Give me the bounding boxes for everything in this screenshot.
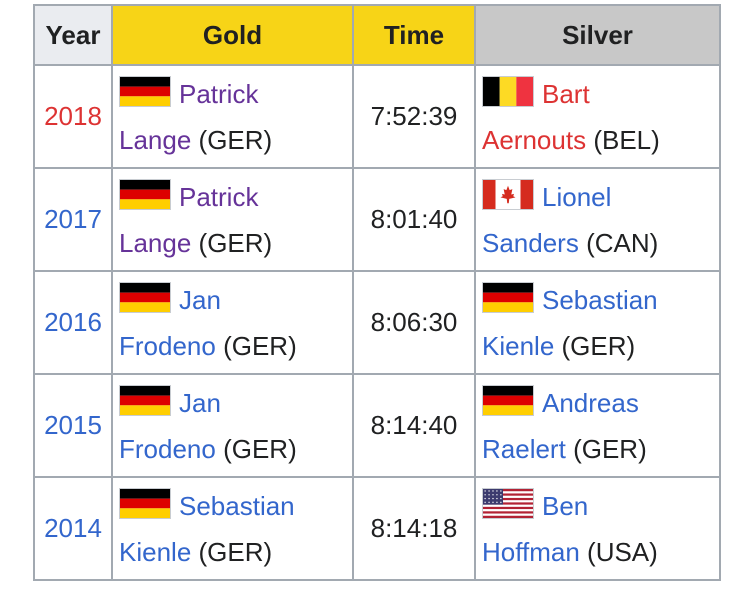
- flag-germany-icon: [119, 75, 171, 107]
- silver-cell: Ben Hoffman (USA): [474, 476, 721, 581]
- silver-nationality: (CAN): [586, 227, 659, 258]
- finish-time: 7:52:39: [370, 101, 458, 131]
- header-gold[interactable]: Gold: [111, 4, 354, 66]
- gold-cell: Patrick Lange (GER): [111, 167, 354, 272]
- year-cell: 2014: [33, 476, 113, 581]
- header-row: Year Gold Time Silver: [33, 4, 721, 66]
- flag-germany-icon: [119, 281, 171, 313]
- silver-athlete-first-name-link[interactable]: Bart: [542, 78, 590, 109]
- gold-cell: Patrick Lange (GER): [111, 64, 354, 169]
- year-link[interactable]: 2018: [44, 101, 102, 131]
- flag-germany-icon: [482, 384, 534, 416]
- silver-athlete-first-name-link[interactable]: Sebastian: [542, 284, 658, 315]
- silver-athlete-last-name-link[interactable]: Aernouts: [482, 124, 587, 155]
- header-silver[interactable]: Silver: [474, 4, 721, 66]
- gold-athlete-first-name-link[interactable]: Patrick: [179, 78, 259, 109]
- silver-athlete-first-name-link[interactable]: Lionel: [542, 181, 612, 212]
- silver-nationality: (GER): [561, 330, 636, 361]
- gold-nationality: (GER): [198, 227, 273, 258]
- flag-usa-icon: [482, 487, 534, 519]
- flag-germany-icon: [119, 384, 171, 416]
- flag-germany-icon: [482, 281, 534, 313]
- gold-athlete-first-name-link[interactable]: Jan: [179, 387, 221, 418]
- gold-nationality: (GER): [198, 536, 273, 567]
- finish-time: 8:01:40: [370, 204, 458, 234]
- table-row: 2014 Sebastian Kienle (GER) 8:14:18 Ben …: [33, 476, 721, 581]
- year-cell: 2017: [33, 167, 113, 272]
- silver-athlete-last-name-link[interactable]: Hoffman: [482, 536, 580, 567]
- table-row: 2016 Jan Frodeno (GER) 8:06:30 Sebastian…: [33, 270, 721, 375]
- silver-athlete-first-name-link[interactable]: Andreas: [542, 387, 639, 418]
- time-cell: 8:06:30: [352, 270, 476, 375]
- results-table: Year Gold Time Silver 2018 Patrick Lange…: [33, 4, 721, 581]
- flag-belgium-icon: [482, 75, 534, 107]
- gold-cell: Sebastian Kienle (GER): [111, 476, 354, 581]
- silver-cell: Sebastian Kienle (GER): [474, 270, 721, 375]
- year-link[interactable]: 2014: [44, 513, 102, 543]
- finish-time: 8:14:18: [370, 513, 458, 543]
- flag-canada-icon: [482, 178, 534, 210]
- finish-time: 8:14:40: [370, 410, 458, 440]
- flag-germany-icon: [119, 178, 171, 210]
- silver-athlete-last-name-link[interactable]: Sanders: [482, 227, 579, 258]
- gold-nationality: (GER): [223, 330, 297, 361]
- gold-athlete-last-name-link[interactable]: Kienle: [119, 536, 192, 567]
- year-link[interactable]: 2016: [44, 307, 102, 337]
- silver-athlete-first-name-link[interactable]: Ben: [542, 490, 589, 521]
- time-cell: 8:14:40: [352, 373, 476, 478]
- silver-nationality: (USA): [587, 536, 658, 567]
- gold-athlete-first-name-link[interactable]: Patrick: [179, 181, 259, 212]
- table-row: 2017 Patrick Lange (GER) 8:01:40 Lionel …: [33, 167, 721, 272]
- finish-time: 8:06:30: [370, 307, 458, 337]
- gold-nationality: (GER): [223, 433, 297, 464]
- silver-cell: Lionel Sanders (CAN): [474, 167, 721, 272]
- flag-germany-icon: [119, 487, 171, 519]
- year-link[interactable]: 2015: [44, 410, 102, 440]
- header-year[interactable]: Year: [33, 4, 113, 66]
- results-table-wrapper: Year Gold Time Silver 2018 Patrick Lange…: [33, 4, 721, 581]
- year-cell: 2015: [33, 373, 113, 478]
- gold-athlete-first-name-link[interactable]: Jan: [179, 284, 221, 315]
- year-link[interactable]: 2017: [44, 204, 102, 234]
- silver-athlete-last-name-link[interactable]: Kienle: [482, 330, 555, 361]
- table-row: 2015 Jan Frodeno (GER) 8:14:40 Andreas R…: [33, 373, 721, 478]
- silver-nationality: (GER): [573, 433, 647, 464]
- time-cell: 8:14:18: [352, 476, 476, 581]
- gold-athlete-last-name-link[interactable]: Lange: [119, 227, 192, 258]
- silver-cell: Andreas Raelert (GER): [474, 373, 721, 478]
- gold-cell: Jan Frodeno (GER): [111, 270, 354, 375]
- gold-athlete-last-name-link[interactable]: Frodeno: [119, 433, 216, 464]
- time-cell: 7:52:39: [352, 64, 476, 169]
- time-cell: 8:01:40: [352, 167, 476, 272]
- gold-nationality: (GER): [198, 124, 273, 155]
- silver-cell: Bart Aernouts (BEL): [474, 64, 721, 169]
- gold-athlete-last-name-link[interactable]: Lange: [119, 124, 192, 155]
- gold-athlete-first-name-link[interactable]: Sebastian: [179, 490, 295, 521]
- gold-athlete-last-name-link[interactable]: Frodeno: [119, 330, 216, 361]
- header-time[interactable]: Time: [352, 4, 476, 66]
- table-row: 2018 Patrick Lange (GER) 7:52:39 Bart Ae…: [33, 64, 721, 169]
- silver-athlete-last-name-link[interactable]: Raelert: [482, 433, 566, 464]
- year-cell: 2016: [33, 270, 113, 375]
- year-cell: 2018: [33, 64, 113, 169]
- gold-cell: Jan Frodeno (GER): [111, 373, 354, 478]
- silver-nationality: (BEL): [593, 124, 660, 155]
